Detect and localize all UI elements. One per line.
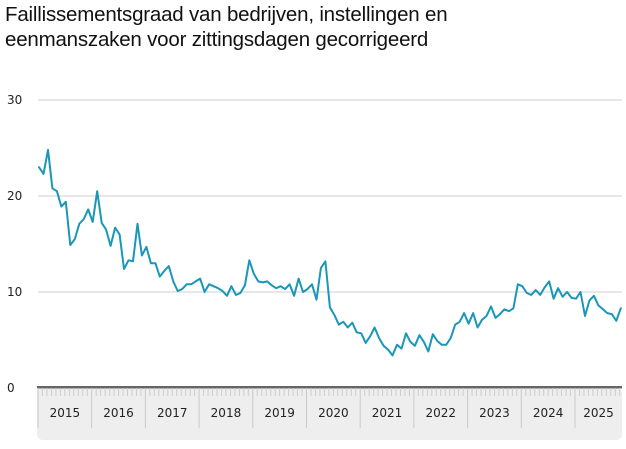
x-tick-label-2023: 2023 xyxy=(479,406,510,420)
chart-title: Faillissementsgraad van bedrijven, inste… xyxy=(5,2,621,52)
chart-title-line-1: Faillissementsgraad van bedrijven, inste… xyxy=(5,3,448,26)
navigator-month-ticks xyxy=(37,388,621,428)
gridlines xyxy=(38,99,622,293)
x-tick-label-2016: 2016 xyxy=(103,406,134,420)
x-tick-label-2025: 2025 xyxy=(583,406,614,420)
x-tick-label-2015: 2015 xyxy=(50,406,81,420)
time-navigator[interactable]: 2015 2016 2017 2018 2019 2020 2021 2022 2023 2024… xyxy=(37,386,622,440)
chart-title-line-2: eenmanszaken voor zittingsdagen gecorrig… xyxy=(5,28,429,51)
x-tick-label-2022: 2022 xyxy=(425,406,456,420)
x-tick-label-2020: 2020 xyxy=(318,406,349,420)
navigator-top-border xyxy=(37,386,622,389)
x-tick-label-2017: 2017 xyxy=(157,406,188,420)
y-axis: 0 10 20 30 xyxy=(7,93,22,395)
x-tick-label-2019: 2019 xyxy=(264,406,295,420)
y-tick-label: 30 xyxy=(7,93,22,107)
x-tick-label-2024: 2024 xyxy=(533,406,564,420)
navigator-background[interactable] xyxy=(37,388,622,440)
x-tick-label-2018: 2018 xyxy=(211,406,242,420)
y-tick-label: 10 xyxy=(7,285,22,299)
y-tick-label: 0 xyxy=(7,381,15,395)
y-tick-label: 20 xyxy=(7,189,22,203)
x-tick-label-2021: 2021 xyxy=(372,406,403,420)
x-axis-years: 2015 2016 2017 2018 2019 2020 2021 2022 2023 2024… xyxy=(50,406,614,420)
series-line xyxy=(38,148,622,357)
